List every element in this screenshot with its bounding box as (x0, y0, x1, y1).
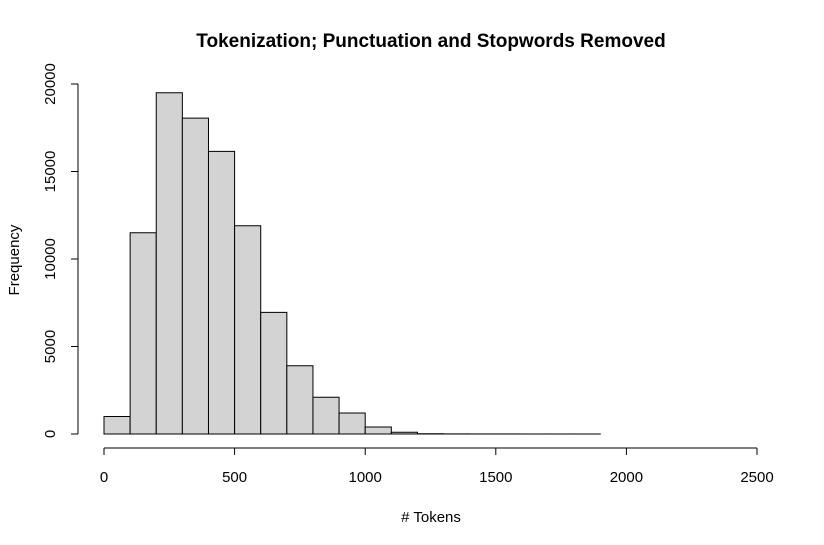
histogram-bar-8 (286, 365, 314, 435)
x-tick-label: 1500 (479, 469, 512, 486)
y-axis-label: Frequency (6, 224, 23, 295)
histogram-bar-4 (181, 117, 209, 435)
x-tick-label: 1000 (349, 469, 382, 486)
x-axis: 0 500 1000 1500 2000 2500 (100, 447, 774, 486)
histogram-bar-5 (207, 150, 236, 435)
histogram-bar-3 (155, 92, 183, 435)
x-tick-label: 500 (222, 469, 247, 486)
y-tick-label: 10000 (42, 238, 59, 280)
histogram-bar-2 (129, 232, 157, 435)
x-tick-label: 0 (100, 469, 108, 486)
chart-title: Tokenization; Punctuation and Stopwords … (196, 31, 665, 52)
y-tick-label: 20000 (42, 63, 59, 105)
y-axis: 0 5000 10000 15000 20000 (42, 63, 79, 438)
histogram-bar-7 (260, 311, 288, 435)
x-tick-label: 2000 (610, 469, 643, 486)
histogram-bar-12 (390, 431, 418, 435)
histogram-bar-6 (234, 225, 262, 435)
y-tick-label: 15000 (42, 151, 59, 193)
histogram-bar-11 (364, 426, 392, 435)
histogram-bar-1 (103, 416, 131, 435)
histogram-bar-10 (338, 412, 366, 435)
y-tick-label: 0 (42, 430, 59, 438)
y-tick-label: 5000 (42, 330, 59, 363)
histogram-bar-9 (312, 396, 340, 435)
bars-group (103, 92, 601, 435)
x-axis-label: # Tokens (401, 509, 461, 526)
x-tick-label: 2500 (740, 469, 773, 486)
